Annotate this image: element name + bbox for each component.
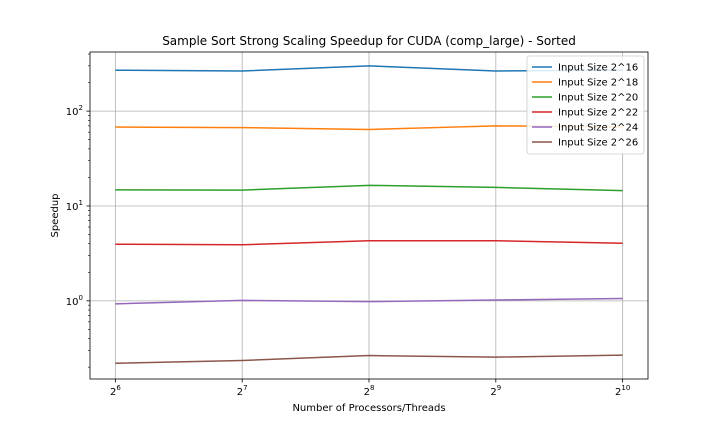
legend: Input Size 2^16 Input Size 2^18 Input Size… [526, 55, 645, 155]
series-line [115, 354, 623, 364]
x-tick-label: 210 [615, 384, 630, 398]
x-tick-base: 2 [110, 387, 116, 398]
x-tick-label: 26 [110, 384, 121, 398]
series-line [115, 184, 623, 192]
x-axis-label: Number of Processors/Threads [292, 403, 445, 414]
x-tick-label: 27 [237, 384, 248, 398]
y-tick-exponent: 2 [79, 104, 83, 112]
grid [90, 52, 648, 379]
y-tick-base: 10 [66, 297, 79, 308]
x-tick-label: 28 [364, 384, 375, 398]
y-tick-base: 10 [66, 107, 79, 118]
y-tick-base: 10 [66, 202, 79, 213]
y-tick-exponent: 0 [79, 294, 83, 302]
series-line [115, 297, 623, 305]
x-tick-base: 2 [615, 387, 621, 398]
series-line [115, 240, 623, 246]
legend-box [526, 55, 645, 155]
y-axis-label: Speedup [50, 193, 61, 237]
x-tick-label: 29 [490, 384, 501, 398]
x-tick-exponent: 10 [621, 384, 630, 392]
y-tick-label: 100 [66, 294, 83, 308]
y-tick-label: 102 [66, 104, 83, 118]
x-tick-base: 2 [364, 387, 370, 398]
x-tick-exponent: 9 [497, 384, 501, 392]
legend-label: Input Size 2^24 [558, 123, 638, 134]
x-tick-exponent: 7 [243, 384, 247, 392]
legend-label: Input Size 2^20 [558, 93, 638, 104]
legend-label: Input Size 2^16 [558, 63, 638, 74]
x-tick-exponent: 6 [116, 384, 121, 392]
x-tick-base: 2 [490, 387, 496, 398]
x-axis-ticks: 26 27 28 29 210 [110, 379, 630, 398]
chart-title: Sample Sort Strong Scaling Speedup for C… [162, 34, 576, 48]
y-tick-exponent: 1 [79, 199, 83, 207]
legend-label: Input Size 2^18 [558, 78, 638, 89]
legend-label: Input Size 2^26 [558, 138, 638, 149]
y-tick-label: 101 [66, 199, 83, 213]
x-tick-base: 2 [237, 387, 243, 398]
legend-label: Input Size 2^22 [558, 108, 638, 119]
x-tick-exponent: 8 [370, 384, 374, 392]
